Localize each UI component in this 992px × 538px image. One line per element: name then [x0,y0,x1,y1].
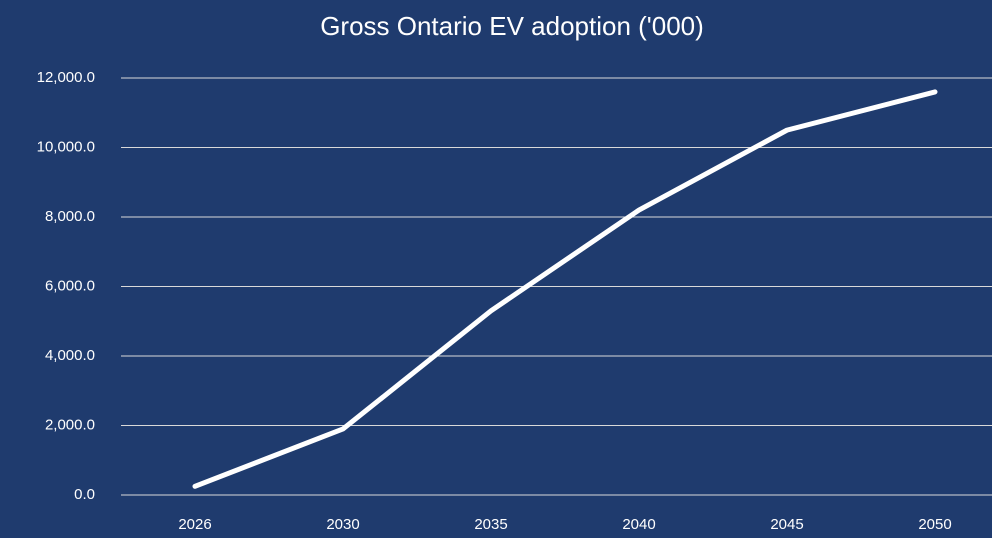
y-tick-label: 12,000.0 [37,69,95,86]
x-tick-label: 2040 [622,516,655,533]
y-tick-label: 4,000.0 [45,347,95,364]
y-tick-label: 2,000.0 [45,416,95,433]
line-series [192,89,938,489]
x-tick-label: 2050 [918,516,951,533]
y-tick-label: 8,000.0 [45,208,95,225]
x-tick-label: 2035 [474,516,507,533]
x-tick-label: 2045 [770,516,803,533]
y-tick-label: 0.0 [74,486,95,503]
chart-title: Gross Ontario EV adoption ('000) [320,11,704,41]
y-tick-label: 10,000.0 [37,138,95,155]
x-tick-label: 2030 [326,516,359,533]
x-tick-label: 2026 [178,516,211,533]
y-tick-label: 6,000.0 [45,277,95,294]
